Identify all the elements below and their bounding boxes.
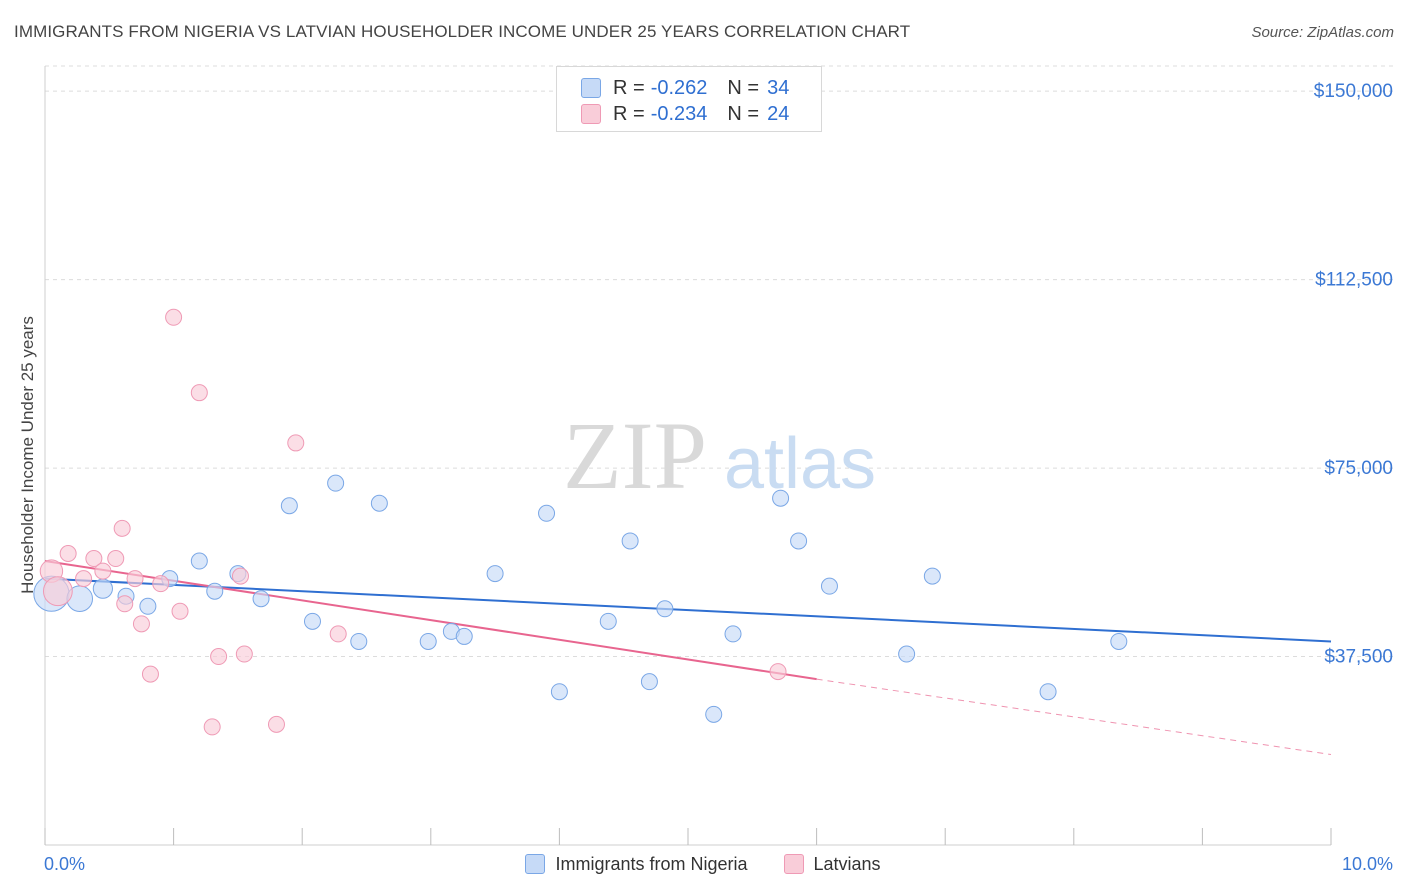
watermark-zip: ZIP — [563, 402, 707, 509]
nigeria-point — [705, 705, 723, 723]
latvians-legend-label: Latvians — [813, 853, 881, 874]
y-tick-label: $75,000 — [1324, 458, 1393, 479]
latvians-point — [152, 575, 170, 593]
nigeria-swatch — [581, 78, 601, 98]
nigeria-point — [724, 625, 742, 643]
y-tick-label: $37,500 — [1324, 647, 1393, 668]
latvians-point — [94, 562, 112, 580]
series-legend-nigeria[interactable]: Immigrants from Nigeria — [525, 853, 748, 875]
latvians-trend-extension — [816, 678, 1332, 756]
points-layer — [33, 308, 1128, 736]
latvians-point — [235, 645, 253, 663]
nigeria-point — [350, 632, 368, 650]
nigeria-point — [206, 582, 224, 600]
nigeria-point — [820, 577, 838, 595]
nigeria-point — [190, 552, 208, 570]
x-tick-label: 10.0% — [1342, 854, 1393, 874]
nigeria-point — [599, 612, 617, 630]
latvians-point — [329, 625, 347, 643]
nigeria-point — [1110, 632, 1128, 650]
latvians-point — [107, 550, 125, 568]
nigeria-point — [303, 612, 321, 630]
chart-source: Source: ZipAtlas.com — [1251, 24, 1394, 41]
latvians-point — [75, 570, 93, 588]
nigeria-point — [538, 504, 556, 522]
nigeria-point — [621, 532, 639, 550]
latvians-n-value: 24 — [767, 102, 790, 125]
latvians-point — [42, 576, 73, 607]
nigeria-n-label: N = — [727, 76, 760, 99]
nigeria-legend-swatch — [525, 854, 546, 874]
latvians-point — [126, 570, 144, 588]
latvians-point — [231, 567, 249, 585]
series-legend-latvians[interactable]: Latvians — [783, 853, 881, 875]
latvians-point — [132, 615, 150, 633]
axis-layer — [44, 66, 1332, 846]
latvians-point — [267, 715, 285, 733]
nigeria-point — [419, 632, 437, 650]
nigeria-point — [252, 590, 270, 608]
nigeria-trend-line — [44, 577, 1332, 643]
nigeria-point — [790, 532, 808, 550]
watermark-atlas: atlas — [724, 424, 876, 504]
nigeria-r-label: R = — [613, 76, 645, 99]
legend-row-nigeria: R = -0.262 N = 34 — [581, 75, 789, 101]
nigeria-point — [550, 683, 568, 701]
nigeria-r-value: -0.262 — [650, 76, 708, 99]
latvians-legend-swatch — [783, 854, 804, 874]
nigeria-point — [640, 673, 658, 691]
latvians-point — [113, 519, 131, 537]
latvians-point — [165, 308, 183, 326]
latvians-point — [141, 665, 159, 683]
tick-label-layer: $37,500 $75,000 $112,500 $150,000 0.0% 10.0% — [44, 81, 1393, 874]
latvians-point — [203, 718, 221, 736]
latvians-point — [287, 434, 305, 452]
nigeria-point — [772, 489, 790, 507]
nigeria-point — [656, 600, 674, 618]
nigeria-point — [923, 567, 941, 585]
latvians-point — [171, 602, 189, 620]
latvians-point — [190, 384, 208, 402]
nigeria-point — [1039, 683, 1057, 701]
latvians-point — [59, 545, 77, 563]
latvians-point — [85, 550, 103, 568]
nigeria-point — [139, 597, 157, 615]
nigeria-n-value: 34 — [767, 76, 790, 99]
nigeria-legend-label: Immigrants from Nigeria — [555, 853, 748, 874]
nigeria-point — [280, 497, 298, 515]
y-axis-label: Householder Income Under 25 years — [18, 316, 37, 594]
nigeria-point — [327, 474, 345, 492]
latvians-point — [210, 648, 228, 666]
latvians-point — [769, 663, 787, 681]
y-tick-label: $112,500 — [1315, 270, 1393, 291]
x-tick-label: 0.0% — [44, 854, 85, 874]
series-legend: Immigrants from Nigeria Latvians — [0, 851, 1406, 877]
latvians-r-value: -0.234 — [650, 102, 708, 125]
nigeria-point — [370, 494, 388, 512]
legend-row-latvians: R = -0.234 N = 24 — [581, 101, 789, 127]
nigeria-point — [486, 565, 504, 583]
correlation-legend: R = -0.262 N = 34 R = -0.234 N = 24 — [556, 66, 822, 132]
chart-title: IMMIGRANTS FROM NIGERIA VS LATVIAN HOUSE… — [14, 22, 911, 41]
latvians-n-label: N = — [727, 102, 760, 125]
nigeria-point — [92, 578, 113, 599]
y-tick-label: $150,000 — [1314, 81, 1393, 102]
nigeria-point — [455, 627, 473, 645]
latvians-point — [116, 595, 134, 613]
grid-layer — [45, 65, 1395, 658]
latvians-r-label: R = — [613, 102, 645, 125]
nigeria-point — [898, 645, 916, 663]
latvians-swatch — [581, 104, 601, 124]
